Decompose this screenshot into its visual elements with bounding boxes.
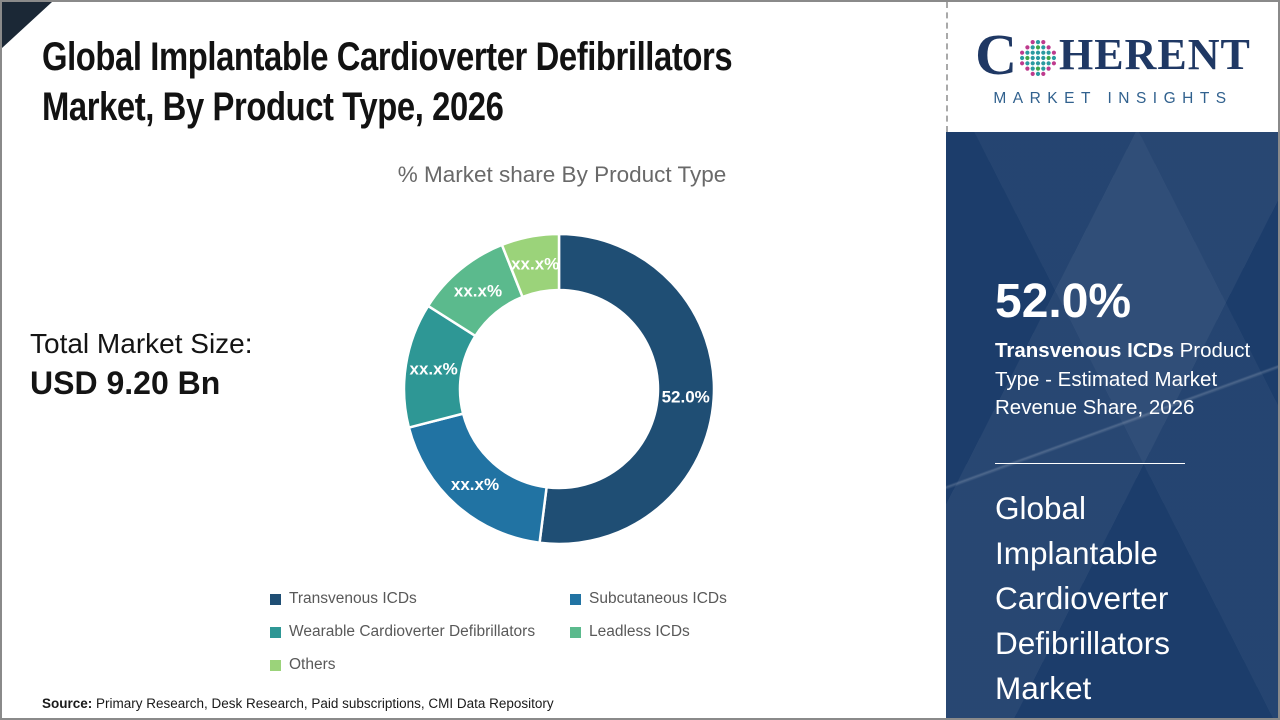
donut-slice-transvenous-icds	[538, 232, 716, 546]
globe-dot	[1046, 61, 1051, 66]
donut-slice-label: 52.0%	[662, 388, 710, 407]
legend-swatch	[270, 626, 281, 638]
total-market-size: Total Market Size: USD 9.20 Bn	[30, 328, 253, 402]
legend-swatch	[570, 593, 581, 605]
corner-triangle-decoration	[2, 2, 52, 48]
globe-dot	[1030, 66, 1035, 71]
logo-letters-herent: HERENT	[1059, 30, 1251, 79]
globe-dot	[1035, 50, 1041, 55]
sidebar-market-name: Global Implantable Cardioverter Defibril…	[995, 489, 1171, 706]
globe-dot	[1051, 50, 1057, 55]
legend-label: Leadless ICDs	[589, 623, 690, 640]
total-market-size-value: USD 9.20 Bn	[30, 365, 221, 401]
globe-dot	[1046, 55, 1051, 61]
logo-wordmark: C HERENT	[975, 26, 1251, 84]
globe-dot	[1030, 55, 1035, 61]
globe-dot	[1041, 71, 1046, 76]
legend-swatch	[570, 626, 581, 638]
logo-letter-c: C	[975, 22, 1018, 87]
donut-slice-label: xx.x%	[454, 282, 502, 301]
globe-dot	[1020, 61, 1025, 66]
globe-dot	[1030, 40, 1035, 45]
globe-dot	[1046, 50, 1051, 55]
globe-dot	[1046, 66, 1051, 71]
globe-dot	[1030, 61, 1035, 66]
globe-dot	[1025, 55, 1030, 61]
globe-dot	[1030, 71, 1035, 76]
sidebar-divider	[995, 462, 1185, 464]
globe-dot	[1041, 45, 1046, 50]
globe-dot	[1025, 61, 1030, 66]
stat-description-bold: Transvenous ICDs	[995, 339, 1174, 362]
donut-slice-label: xx.x%	[409, 360, 457, 379]
globe-dot	[1035, 55, 1041, 61]
globe-dot	[1025, 45, 1030, 50]
stat-description-rest: Product Type - Estimated Market Revenue …	[995, 339, 1251, 419]
logo-tagline: MARKET INSIGHTS	[993, 90, 1233, 107]
legend-label: Subcutaneous ICDs	[589, 590, 727, 607]
chart-subtitle: % Market share By Product Type	[397, 162, 727, 187]
globe-dot	[1041, 40, 1046, 45]
globe-dot	[1025, 66, 1030, 71]
sidebar: C HERENT MARKET INSIGHTS 52.0% Transveno…	[946, 2, 1278, 718]
globe-dot	[1035, 66, 1041, 71]
legend-label: Others	[289, 656, 336, 673]
globe-dot	[1030, 50, 1035, 55]
globe-dot	[1041, 55, 1046, 61]
source-text: Primary Research, Desk Research, Paid su…	[92, 696, 554, 711]
globe-dot	[1041, 50, 1046, 55]
legend-item-transvenous-icds: Transvenous ICDs	[270, 590, 570, 608]
globe-dot	[1041, 61, 1046, 66]
donut-chart: 52.0% xx.x% xx.x% xx.x% xx.x%	[389, 219, 729, 559]
globe-dot	[1041, 66, 1046, 71]
globe-dot	[1046, 45, 1051, 50]
legend-label: Wearable Cardioverter Defibrillators	[289, 623, 536, 640]
legend-swatch	[270, 593, 281, 605]
legend-swatch	[270, 659, 281, 671]
logo-globe-icon	[1020, 40, 1057, 76]
chart-legend: Transvenous ICDs Subcutaneous ICDs Wearabl…	[270, 590, 727, 674]
globe-dot	[1020, 50, 1025, 55]
donut-slice-others	[500, 232, 561, 299]
brand-logo: C HERENT MARKET INSIGHTS	[946, 2, 1278, 132]
total-market-size-label: Total Market Size:	[30, 328, 253, 359]
donut-slice-label: xx.x%	[451, 475, 499, 494]
donut-slice-label: xx.x%	[511, 255, 559, 274]
globe-dot	[1035, 40, 1041, 45]
legend-item-subcutaneous-icds: Subcutaneous ICDs	[570, 590, 727, 608]
donut-chart-svg: 52.0% xx.x% xx.x% xx.x% xx.x%	[402, 232, 716, 546]
globe-dot	[1035, 61, 1041, 66]
globe-dot	[1025, 50, 1030, 55]
stat-value: 52.0%	[995, 275, 1132, 328]
globe-dot	[1051, 55, 1057, 61]
globe-dot	[1051, 61, 1057, 66]
legend-label: Transvenous ICDs	[289, 590, 417, 607]
globe-dot	[1035, 71, 1041, 76]
globe-dot	[1020, 55, 1025, 61]
source-label: Source:	[42, 696, 93, 711]
globe-dot	[1035, 45, 1041, 50]
globe-dot	[1030, 45, 1035, 50]
legend-item-wearable-cardioverter-defibrillators: Wearable Cardioverter Defibrillators	[270, 623, 570, 641]
stat-description: Transvenous ICDs Product Type - Estimate…	[995, 337, 1253, 423]
page-title-line2: Market, By Product Type, 2026	[42, 85, 504, 129]
legend-item-leadless-icds: Leadless ICDs	[570, 623, 727, 641]
source-note: Source: Primary Research, Desk Research,…	[42, 696, 554, 711]
sidebar-panel: 52.0% Transvenous ICDs Product Type - Es…	[946, 132, 1278, 718]
legend-item-others: Others	[270, 656, 570, 674]
page-title: Global Implantable Cardioverter Defibril…	[42, 32, 733, 132]
page-title-line1: Global Implantable Cardioverter Defibril…	[42, 35, 733, 79]
